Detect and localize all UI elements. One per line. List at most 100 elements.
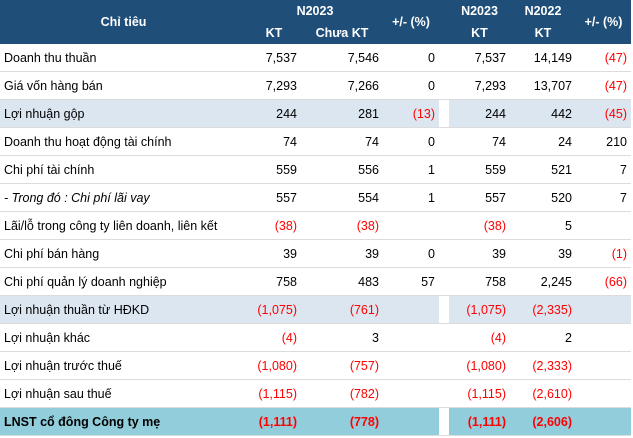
table-row: Giá vốn hàng bán 7,293 7,266 0 7,293 13,707 (4… — [0, 71, 631, 100]
cell-change-2: 7 — [576, 155, 631, 184]
cell-change-2: (1) — [576, 239, 631, 268]
cell-change — [383, 379, 439, 408]
cell-n2022-kt: (2,606) — [510, 407, 576, 436]
cell-n2023-kt-b: 7,537 — [449, 44, 510, 72]
cell-n2023-chua-kt: 39 — [301, 239, 383, 268]
column-gap — [439, 239, 449, 268]
column-gap — [439, 267, 449, 296]
row-label: Chi phí bán hàng — [0, 239, 247, 268]
cell-n2023-chua-kt: (761) — [301, 295, 383, 324]
column-gap — [439, 99, 449, 128]
cell-change-2 — [576, 351, 631, 380]
cell-change-2: 7 — [576, 183, 631, 212]
column-gap — [439, 71, 449, 100]
cell-n2022-kt: 2,245 — [510, 267, 576, 296]
table-row: Lợi nhuận khác (4) 3 (4) 2 — [0, 323, 631, 352]
cell-change: 0 — [383, 239, 439, 268]
cell-change-2: 210 — [576, 127, 631, 156]
cell-n2023-kt: 758 — [247, 267, 301, 296]
group-header-n2022: N2022 — [510, 0, 576, 22]
cell-change — [383, 407, 439, 436]
cell-change: 0 — [383, 44, 439, 72]
header-row-2: KT Chưa KT KT KT — [0, 22, 631, 44]
column-gap — [439, 211, 449, 240]
row-label: Chi phí quản lý doanh nghiệp — [0, 267, 247, 296]
cell-n2023-kt-b: 758 — [449, 267, 510, 296]
cell-n2023-kt: (1,111) — [247, 407, 301, 436]
group-header-n2023-b: N2023 — [449, 0, 510, 22]
table-row: LNST cổ đông Công ty mẹ (1,111) (778) (1,11… — [0, 407, 631, 436]
cell-change-2 — [576, 407, 631, 436]
cell-n2023-kt: (1,075) — [247, 295, 301, 324]
cell-n2023-kt: 557 — [247, 183, 301, 212]
cell-n2023-chua-kt: 556 — [301, 155, 383, 184]
cell-change: 57 — [383, 267, 439, 296]
cell-change: 0 — [383, 127, 439, 156]
cell-change-2 — [576, 323, 631, 352]
cell-change-2: (47) — [576, 71, 631, 100]
cell-change-2: (66) — [576, 267, 631, 296]
cell-n2023-kt-b: (1,075) — [449, 295, 510, 324]
cell-n2023-kt-b: (1,080) — [449, 351, 510, 380]
row-label: Giá vốn hàng bán — [0, 71, 247, 100]
cell-n2022-kt: 442 — [510, 99, 576, 128]
cell-n2023-kt: 7,537 — [247, 44, 301, 72]
table-row: Lợi nhuận trước thuế (1,080) (757) (1,080)(… — [0, 351, 631, 380]
change-header-2: +/- (%) — [576, 0, 631, 44]
column-gap — [439, 407, 449, 436]
column-gap — [439, 323, 449, 352]
table-row: Lợi nhuận sau thuế (1,115) (782) (1,115) (2,… — [0, 379, 631, 408]
cell-n2023-chua-kt: 483 — [301, 267, 383, 296]
cell-n2023-kt-b: 39 — [449, 239, 510, 268]
row-label: Lợi nhuận trước thuế — [0, 351, 247, 380]
column-gap — [439, 351, 449, 380]
row-label: - Trong đó : Chi phí lãi vay — [0, 183, 247, 212]
table-row: Chi phí bán hàng 39 39 0 39 39 (1) — [0, 239, 631, 268]
cell-n2023-kt: (4) — [247, 323, 301, 352]
cell-n2023-kt-b: 244 — [449, 99, 510, 128]
cell-n2023-kt-b: 7,293 — [449, 71, 510, 100]
cell-n2023-kt: (38) — [247, 211, 301, 240]
cell-change — [383, 295, 439, 324]
cell-n2022-kt: 5 — [510, 211, 576, 240]
cell-n2023-kt: (1,115) — [247, 379, 301, 408]
cell-n2023-kt: 559 — [247, 155, 301, 184]
column-gap — [439, 44, 449, 72]
header-row-1: Chỉ tiêu N2023 +/- (%) N2023 N2022 +/- (… — [0, 0, 631, 44]
change-header: +/- (%) — [383, 0, 439, 44]
cell-n2022-kt: 24 — [510, 127, 576, 156]
cell-change-2: (45) — [576, 99, 631, 128]
cell-n2023-kt-b: (1,115) — [449, 379, 510, 408]
cell-n2023-kt: 39 — [247, 239, 301, 268]
cell-n2022-kt: (2,335) — [510, 295, 576, 324]
table-row: Lợi nhuận thuần từ HĐKD (1,075) (761) (1,07… — [0, 295, 631, 324]
row-label: Lợi nhuận gộp — [0, 99, 247, 128]
cell-change: 0 — [383, 71, 439, 100]
cell-change — [383, 323, 439, 352]
cell-n2023-kt-b: 74 — [449, 127, 510, 156]
cell-n2023-kt: (1,080) — [247, 351, 301, 380]
row-label: Lợi nhuận khác — [0, 323, 247, 352]
column-gap — [439, 0, 449, 44]
column-gap — [439, 183, 449, 212]
cell-n2023-chua-kt: 554 — [301, 183, 383, 212]
table-row: - Trong đó : Chi phí lãi vay 557 554 1 557 52… — [0, 183, 631, 212]
cell-n2023-chua-kt: 7,266 — [301, 71, 383, 100]
cell-n2022-kt: (2,333) — [510, 351, 576, 380]
cell-n2023-kt-b: 559 — [449, 155, 510, 184]
cell-n2023-chua-kt: 3 — [301, 323, 383, 352]
metric-header: Chỉ tiêu — [0, 0, 247, 44]
cell-n2023-chua-kt: 7,546 — [301, 44, 383, 72]
cell-change — [383, 351, 439, 380]
cell-n2023-kt: 244 — [247, 99, 301, 128]
cell-n2023-chua-kt: 281 — [301, 99, 383, 128]
cell-n2023-kt: 7,293 — [247, 71, 301, 100]
cell-n2022-kt: 13,707 — [510, 71, 576, 100]
column-gap — [439, 155, 449, 184]
row-label: Chi phí tài chính — [0, 155, 247, 184]
cell-change: (13) — [383, 99, 439, 128]
cell-change — [383, 211, 439, 240]
cell-change-2 — [576, 379, 631, 408]
cell-n2022-kt: 39 — [510, 239, 576, 268]
column-gap — [439, 127, 449, 156]
